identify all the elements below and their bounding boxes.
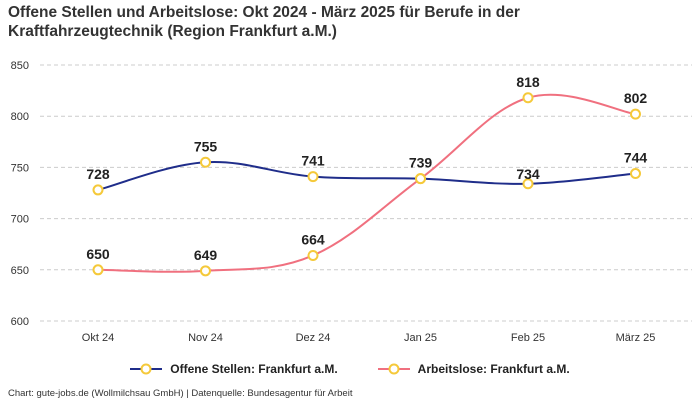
data-point-arbeitslose [92, 264, 104, 276]
data-point-arbeitslose [415, 173, 426, 185]
y-tick-label: 850 [11, 60, 29, 72]
grid-layer [40, 64, 692, 322]
y-tick-label: 650 [11, 265, 29, 277]
x-tick-label: Jan 25 [404, 332, 437, 344]
data-point-offene-stellen [92, 184, 104, 196]
line-layer [97, 93, 636, 273]
data-label-offene-stellen: 728 [86, 166, 110, 182]
legend-item-offene-stellen[interactable]: Offene Stellen: Frankfurt a.M. [130, 362, 338, 376]
x-tick-label: Feb 25 [511, 332, 545, 344]
source-note: Chart: gute-jobs.de (Wollmilchsau GmbH) … [8, 388, 353, 399]
data-label-offene-stellen: 739 [409, 155, 433, 171]
data-point-offene-stellen [630, 168, 641, 180]
x-tick-label: März 25 [616, 332, 656, 344]
legend-item-arbeitslose[interactable]: Arbeitslose: Frankfurt a.M. [377, 362, 570, 376]
legend-swatch-arbeitslose [377, 363, 410, 375]
data-point-offene-stellen [522, 178, 534, 190]
legend: Offene Stellen: Frankfurt a.M. Arbeitslo… [0, 362, 700, 376]
data-label-arbeitslose: 649 [194, 247, 218, 263]
data-label-offene-stellen: 755 [194, 138, 218, 154]
legend-label-offene-stellen: Offene Stellen: Frankfurt a.M. [170, 362, 338, 376]
y-tick-label: 750 [11, 162, 29, 174]
x-tick-label: Okt 24 [82, 332, 114, 344]
data-label-arbeitslose: 664 [301, 231, 325, 247]
series-line-arbeitslose [97, 93, 636, 273]
data-label-arbeitslose: 650 [86, 246, 110, 262]
data-point-arbeitslose [307, 249, 319, 261]
data-point-arbeitslose [630, 108, 641, 120]
data-point-arbeitslose [522, 92, 534, 104]
y-tick-label: 600 [11, 316, 29, 328]
marker-layer [92, 92, 641, 277]
data-label-offene-stellen: 734 [516, 166, 540, 182]
x-tick-label: Nov 24 [188, 332, 223, 344]
data-label-arbeitslose: 818 [516, 74, 540, 90]
legend-swatch-offene-stellen [130, 363, 163, 375]
chart-title: Offene Stellen und Arbeitslose: Okt 2024… [8, 4, 520, 40]
data-label-offene-stellen: 744 [624, 150, 648, 166]
label-layer: 728 755 741 739 734 744 650 649 664 818 802 [86, 74, 647, 263]
data-point-arbeitslose [200, 265, 211, 277]
legend-label-arbeitslose: Arbeitslose: Frankfurt a.M. [417, 362, 570, 376]
y-tick-label: 800 [11, 111, 29, 123]
data-point-offene-stellen [307, 171, 319, 183]
data-point-offene-stellen [200, 156, 211, 168]
x-tick-label: Dez 24 [296, 332, 331, 344]
data-label-offene-stellen: 741 [301, 153, 325, 169]
axis-layer: 600 650 700 750 800 850 Okt 24 Nov 24 Dez 24 Jan … [11, 60, 656, 344]
y-tick-label: 700 [11, 214, 29, 226]
data-label-arbeitslose: 802 [624, 90, 648, 106]
series-line-offene-stellen [97, 161, 636, 191]
